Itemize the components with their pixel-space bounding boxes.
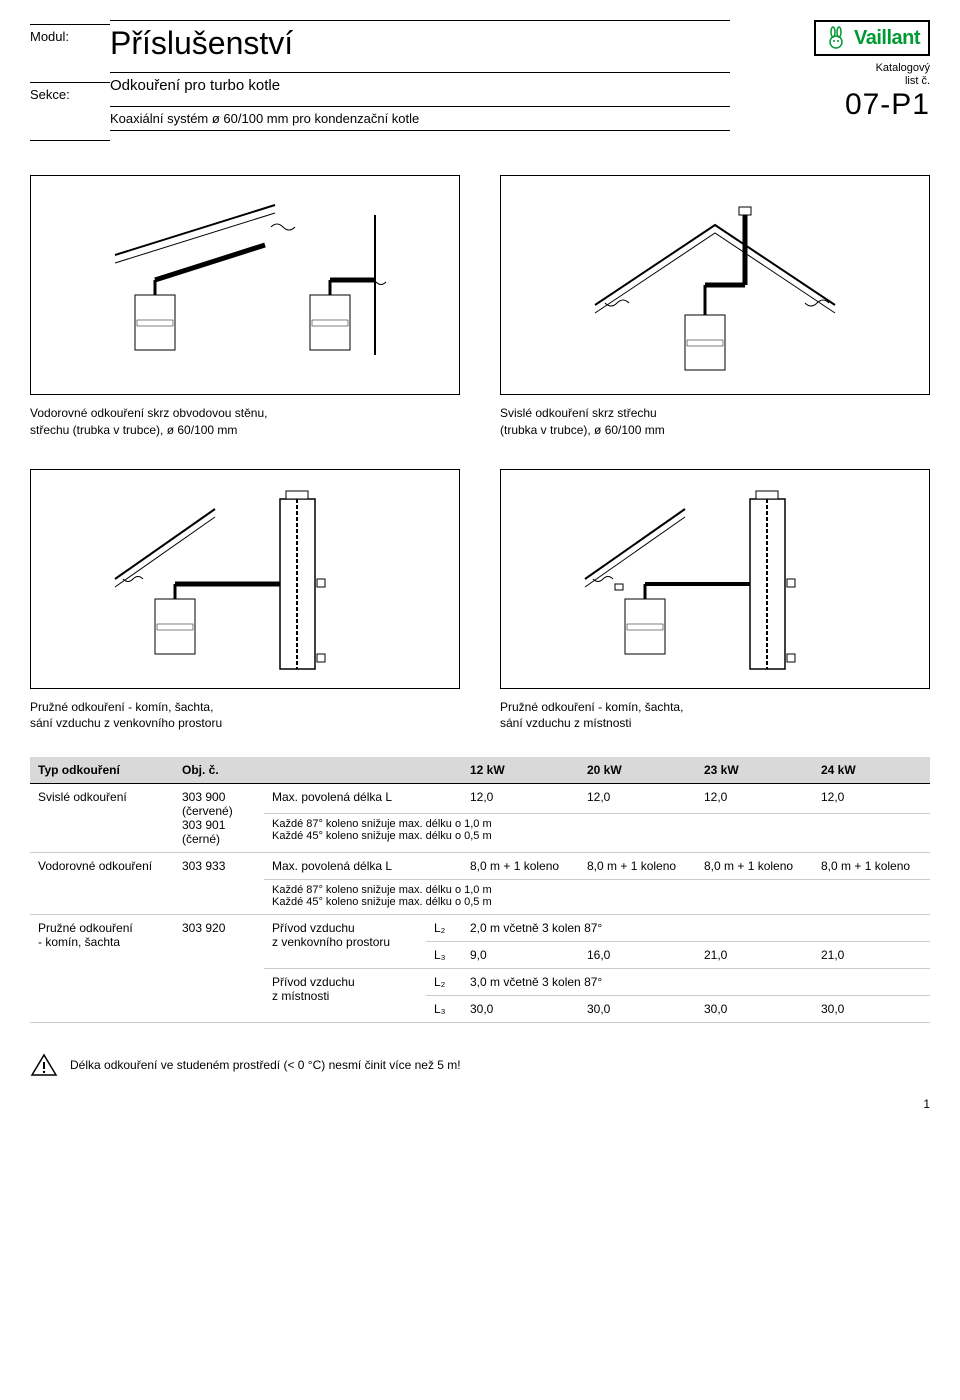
warning-icon <box>30 1053 58 1077</box>
figure-flex-chimney-int <box>500 469 930 689</box>
cell-val: 8,0 m + 1 koleno <box>696 853 813 880</box>
cell-val: 2,0 m včetně 3 kolen 87° <box>462 915 930 942</box>
cell-val: 12,0 <box>696 784 813 814</box>
page-number: 1 <box>30 1097 930 1111</box>
cell-val: 12,0 <box>813 784 930 814</box>
sekce-value: Odkouření pro turbo kotle <box>110 77 730 94</box>
cell-val: 8,0 m + 1 koleno <box>579 853 696 880</box>
cell-val: 12,0 <box>462 784 579 814</box>
cell-type: Vodorovné odkouření <box>30 853 174 915</box>
header: Modul: Sekce: Příslušenství Odkouření pr… <box>30 20 930 145</box>
cell-val: 30,0 <box>696 996 813 1023</box>
cell-param: Přívod vzduchu z venkovního prostoru <box>264 915 426 969</box>
cell-param: Max. povolená délka L <box>264 853 462 880</box>
footer: Délka odkouření ve studeném prostředí (<… <box>30 1053 930 1077</box>
table-row: Svislé odkouření 303 900 (červené) 303 9… <box>30 784 930 814</box>
th-obj: Obj. č. <box>174 757 264 784</box>
table-head-row: Typ odkouření Obj. č. 12 kW 20 kW 23 kW … <box>30 757 930 784</box>
figure-caption-2b: Pružné odkouření - komín, šachta, sání v… <box>500 699 930 733</box>
table-row: Vodorovné odkouření 303 933 Max. povolen… <box>30 853 930 880</box>
cell-val: 12,0 <box>579 784 696 814</box>
table-row: Pružné odkouření - komín, šachta 303 920… <box>30 915 930 942</box>
cell-type: Pružné odkouření - komín, šachta <box>30 915 174 1023</box>
cell-lsub: L₃ <box>426 942 462 969</box>
cell-obj: 303 933 <box>174 853 264 915</box>
figure-caption-2a: Pružné odkouření - komín, šachta, sání v… <box>30 699 460 733</box>
figure-horizontal-flue <box>30 175 460 395</box>
warning-text: Délka odkouření ve studeném prostředí (<… <box>70 1058 461 1072</box>
th-type: Typ odkouření <box>30 757 174 784</box>
cell-lsub: L₂ <box>426 969 462 996</box>
figure-row-1: Vodorovné odkouření skrz obvodovou stěnu… <box>30 175 930 439</box>
cell-val: 21,0 <box>813 942 930 969</box>
modul-label: Modul: <box>30 29 110 44</box>
th-empty <box>264 757 462 784</box>
cell-obj: 303 920 <box>174 915 264 1023</box>
header-labels: Modul: Sekce: <box>30 20 110 145</box>
header-brand: Vaillant Katalogový list č. 07-P1 <box>730 20 930 122</box>
cell-val: 21,0 <box>696 942 813 969</box>
figure-flex-chimney-ext <box>30 469 460 689</box>
cell-val: 8,0 m + 1 koleno <box>462 853 579 880</box>
cell-param: Max. povolená délka L <box>264 784 462 814</box>
sekce-label: Sekce: <box>30 87 110 102</box>
th-20kw: 20 kW <box>579 757 696 784</box>
cell-val: 30,0 <box>579 996 696 1023</box>
cell-val: 30,0 <box>813 996 930 1023</box>
th-12kw: 12 kW <box>462 757 579 784</box>
figure-caption-1b: Svislé odkouření skrz střechu (trubka v … <box>500 405 930 439</box>
cell-note: Každé 87° koleno snižuje max. délku o 1,… <box>264 880 930 915</box>
bunny-icon <box>824 26 848 50</box>
brand-name: Vaillant <box>854 27 920 50</box>
th-24kw: 24 kW <box>813 757 930 784</box>
spec-table: Typ odkouření Obj. č. 12 kW 20 kW 23 kW … <box>30 757 930 1023</box>
cell-note: Každé 87° koleno snižuje max. délku o 1,… <box>264 814 930 853</box>
cell-val: 16,0 <box>579 942 696 969</box>
cell-type: Svislé odkouření <box>30 784 174 853</box>
cell-val: 3,0 m včetně 3 kolen 87° <box>462 969 930 996</box>
cell-val: 30,0 <box>462 996 579 1023</box>
cell-param: Přívod vzduchu z místnosti <box>264 969 426 1023</box>
sheet-number: 07-P1 <box>750 88 930 122</box>
cell-obj: 303 900 (červené) 303 901 (černé) <box>174 784 264 853</box>
th-23kw: 23 kW <box>696 757 813 784</box>
brand-box: Vaillant <box>814 20 930 56</box>
cell-val: 9,0 <box>462 942 579 969</box>
figure-caption-1a: Vodorovné odkouření skrz obvodovou stěnu… <box>30 405 460 439</box>
catalog-label: Katalogový list č. <box>750 62 930 88</box>
header-titles: Příslušenství Odkouření pro turbo kotle … <box>110 20 730 131</box>
subtitle: Koaxiální systém ø 60/100 mm pro kondenz… <box>110 106 730 131</box>
cell-val: 8,0 m + 1 koleno <box>813 853 930 880</box>
cell-lsub: L₃ <box>426 996 462 1023</box>
figure-vertical-flue <box>500 175 930 395</box>
figure-row-2: Pružné odkouření - komín, šachta, sání v… <box>30 469 930 733</box>
cell-lsub: L₂ <box>426 915 462 942</box>
page-title: Příslušenství <box>110 25 730 62</box>
